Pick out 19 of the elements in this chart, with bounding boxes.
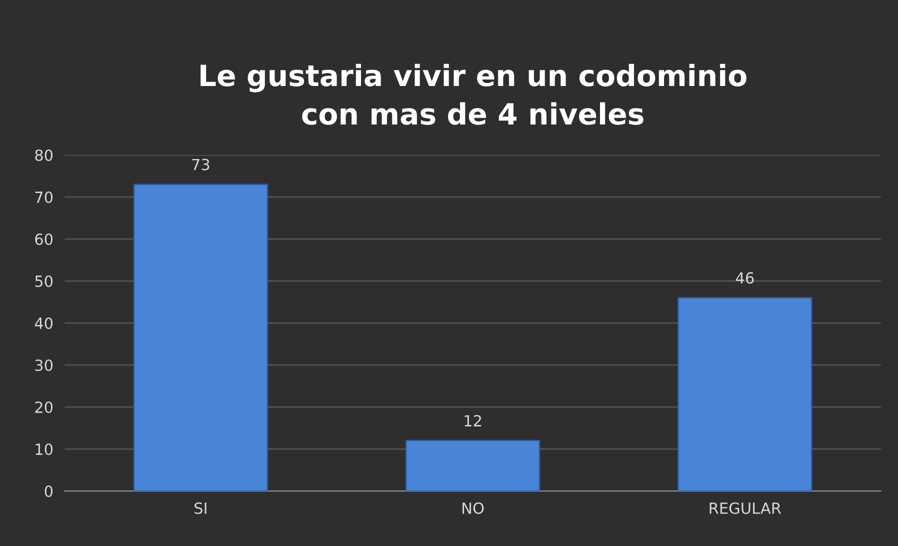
y-tick-label: 60 [35,233,53,246]
bar [133,184,268,492]
y-tick-label: 20 [35,401,53,414]
x-tick-label: SI [194,502,206,514]
data-label: 73 [192,158,210,170]
chart-title: Le gustaria vivir en un codominio con mas de 4 niveles [200,64,746,125]
data-label: 12 [464,414,481,426]
x-tick-label: NO [462,502,484,514]
y-tick-label: 50 [35,275,53,288]
y-tick-label: 70 [35,191,53,204]
x-tick-label: REGULAR [710,502,782,514]
bar [405,440,540,492]
bar [678,297,812,492]
data-label: 46 [736,272,754,284]
y-tick-label: 80 [35,149,53,162]
y-tick-label: 30 [35,359,53,372]
y-tick-label: 10 [36,443,53,456]
y-tick-label: 0 [44,485,53,498]
y-tick-label: 40 [34,317,53,330]
